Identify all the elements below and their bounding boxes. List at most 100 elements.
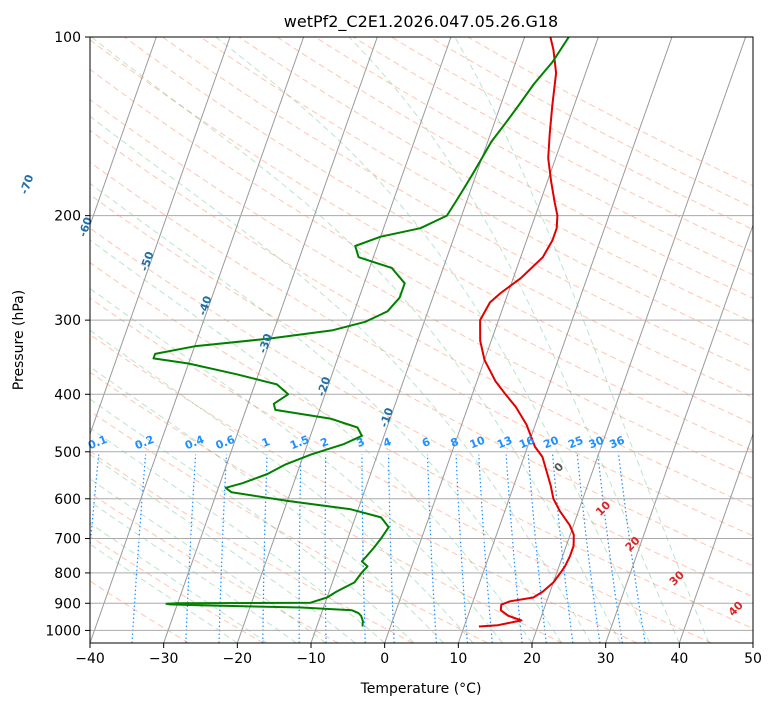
moist-adiabat [90, 398, 415, 643]
mixing-ratio-line [388, 454, 395, 643]
isotherm-label: -50 [138, 250, 157, 273]
x-tick-label: −20 [223, 651, 253, 667]
moist-adiabat [90, 501, 297, 643]
dry-adiabat [90, 371, 563, 643]
mixing-ratio-label: 8 [449, 435, 461, 450]
mixing-ratio-line [324, 454, 327, 643]
mixing-ratio-label: 16 [517, 434, 536, 452]
y-tick-label: 1000 [45, 623, 81, 639]
dry-adiabat [90, 262, 753, 630]
mixing-ratio-label: 1 [260, 435, 272, 450]
mixing-ratio-line [185, 454, 197, 643]
moist-adiabat [90, 427, 386, 643]
mixing-ratio-line [478, 454, 493, 643]
x-tick-label: 20 [523, 651, 541, 667]
mixing-ratio-label: 36 [607, 434, 626, 452]
dry-adiabat [429, 37, 753, 209]
isotherm-line [457, 37, 673, 643]
dry-adiabat [276, 37, 753, 299]
isotherm-line [310, 37, 526, 643]
mixing-ratio-label: 10 [468, 434, 487, 452]
dry-adiabat [90, 227, 753, 598]
moist-adiabat [215, 37, 651, 643]
isotherm-label: -10 [377, 406, 396, 429]
x-tick-label: −10 [296, 651, 326, 667]
isotherm-label: -30 [256, 332, 275, 355]
mixing-ratio-label: 3 [355, 435, 367, 450]
x-axis-label: Temperature (°C) [360, 681, 482, 697]
mixing-ratio-line [298, 454, 302, 643]
moist-adiabat [348, 37, 680, 643]
y-tick-label: 500 [54, 445, 81, 461]
dry-adiabat [124, 37, 753, 399]
x-tick-label: 0 [380, 651, 389, 667]
y-tick-label: 300 [54, 313, 81, 329]
isotherm-line [163, 37, 378, 643]
mixing-ratio-label: 13 [495, 434, 514, 452]
isotherm-label: -40 [196, 294, 215, 317]
x-tick-label: 50 [744, 651, 762, 667]
mixing-ratio-label: 30 [587, 434, 606, 452]
dry-adiabat [90, 194, 753, 567]
isotherm-line [605, 223, 753, 643]
dry-adiabat [90, 39, 753, 425]
isotherm-label: -20 [315, 375, 334, 398]
x-tick-label: 10 [449, 651, 467, 667]
x-tick-label: 30 [597, 651, 615, 667]
isotherm-line [90, 37, 231, 436]
moist-adiabat [90, 453, 356, 643]
dewpoint-profile-line [152, 37, 570, 627]
dry-adiabat [200, 37, 753, 348]
x-tick-label: −30 [149, 651, 179, 667]
mixing-ratio-label: 2 [318, 435, 330, 450]
y-tick-label: 900 [54, 596, 81, 612]
y-tick-label: 800 [54, 566, 81, 582]
mixing-ratio-line [262, 454, 268, 643]
y-axis-label: Pressure (hPa) [11, 290, 27, 390]
mixing-ratio-line [455, 454, 469, 643]
mixing-ratio-line [131, 454, 147, 643]
dry-adiabat [467, 37, 753, 187]
x-tick-label: 40 [670, 651, 688, 667]
mixing-ratio-label: 20 [542, 434, 561, 452]
y-tick-label: 600 [54, 492, 81, 508]
isotherm-line [236, 37, 452, 643]
isotherm-line [90, 37, 157, 227]
plot-frame [89, 36, 754, 644]
mixing-ratio-line [218, 454, 228, 643]
y-tick-label: 400 [54, 387, 81, 403]
moist-adiabat [90, 182, 562, 643]
moist-adiabat [454, 37, 710, 643]
y-axis: 1000 900 800 700 600 500 400 300 200 100 [45, 30, 90, 639]
dry-adiabat [90, 161, 753, 537]
dry-adiabat [90, 297, 712, 643]
isotherm-line [384, 37, 599, 643]
moist-adiabat [90, 115, 592, 643]
moist-adiabat [90, 366, 444, 643]
dry-adiabat [90, 410, 488, 643]
dry-adiabat [90, 334, 638, 643]
moist-adiabat [91, 37, 621, 643]
x-tick-label: −40 [75, 651, 105, 667]
temperature-profile-line [478, 37, 575, 628]
isotherm-label: -70 [18, 173, 37, 196]
dry-adiabat [90, 492, 339, 643]
mixing-ratio-line [361, 454, 366, 643]
dry-adiabat [90, 535, 264, 643]
dry-adiabat [391, 37, 753, 231]
dry-adiabat [238, 37, 753, 323]
mixing-ratio-line [426, 454, 437, 643]
dry-adiabat [353, 37, 753, 253]
mixing-ratio-label: 25 [566, 434, 585, 452]
chart-title: wetPf2_C2E1.2026.047.05.26.G18 [284, 12, 558, 32]
y-tick-label: 200 [54, 209, 81, 225]
isotherm-line [90, 37, 305, 643]
moist-adiabat [90, 239, 533, 643]
y-tick-label: 700 [54, 532, 81, 548]
y-tick-label: 100 [54, 30, 81, 46]
dry-adiabat [162, 37, 753, 373]
moist-adiabat [90, 329, 474, 643]
isotherm-line [678, 432, 753, 643]
isotherm-line [531, 37, 747, 643]
